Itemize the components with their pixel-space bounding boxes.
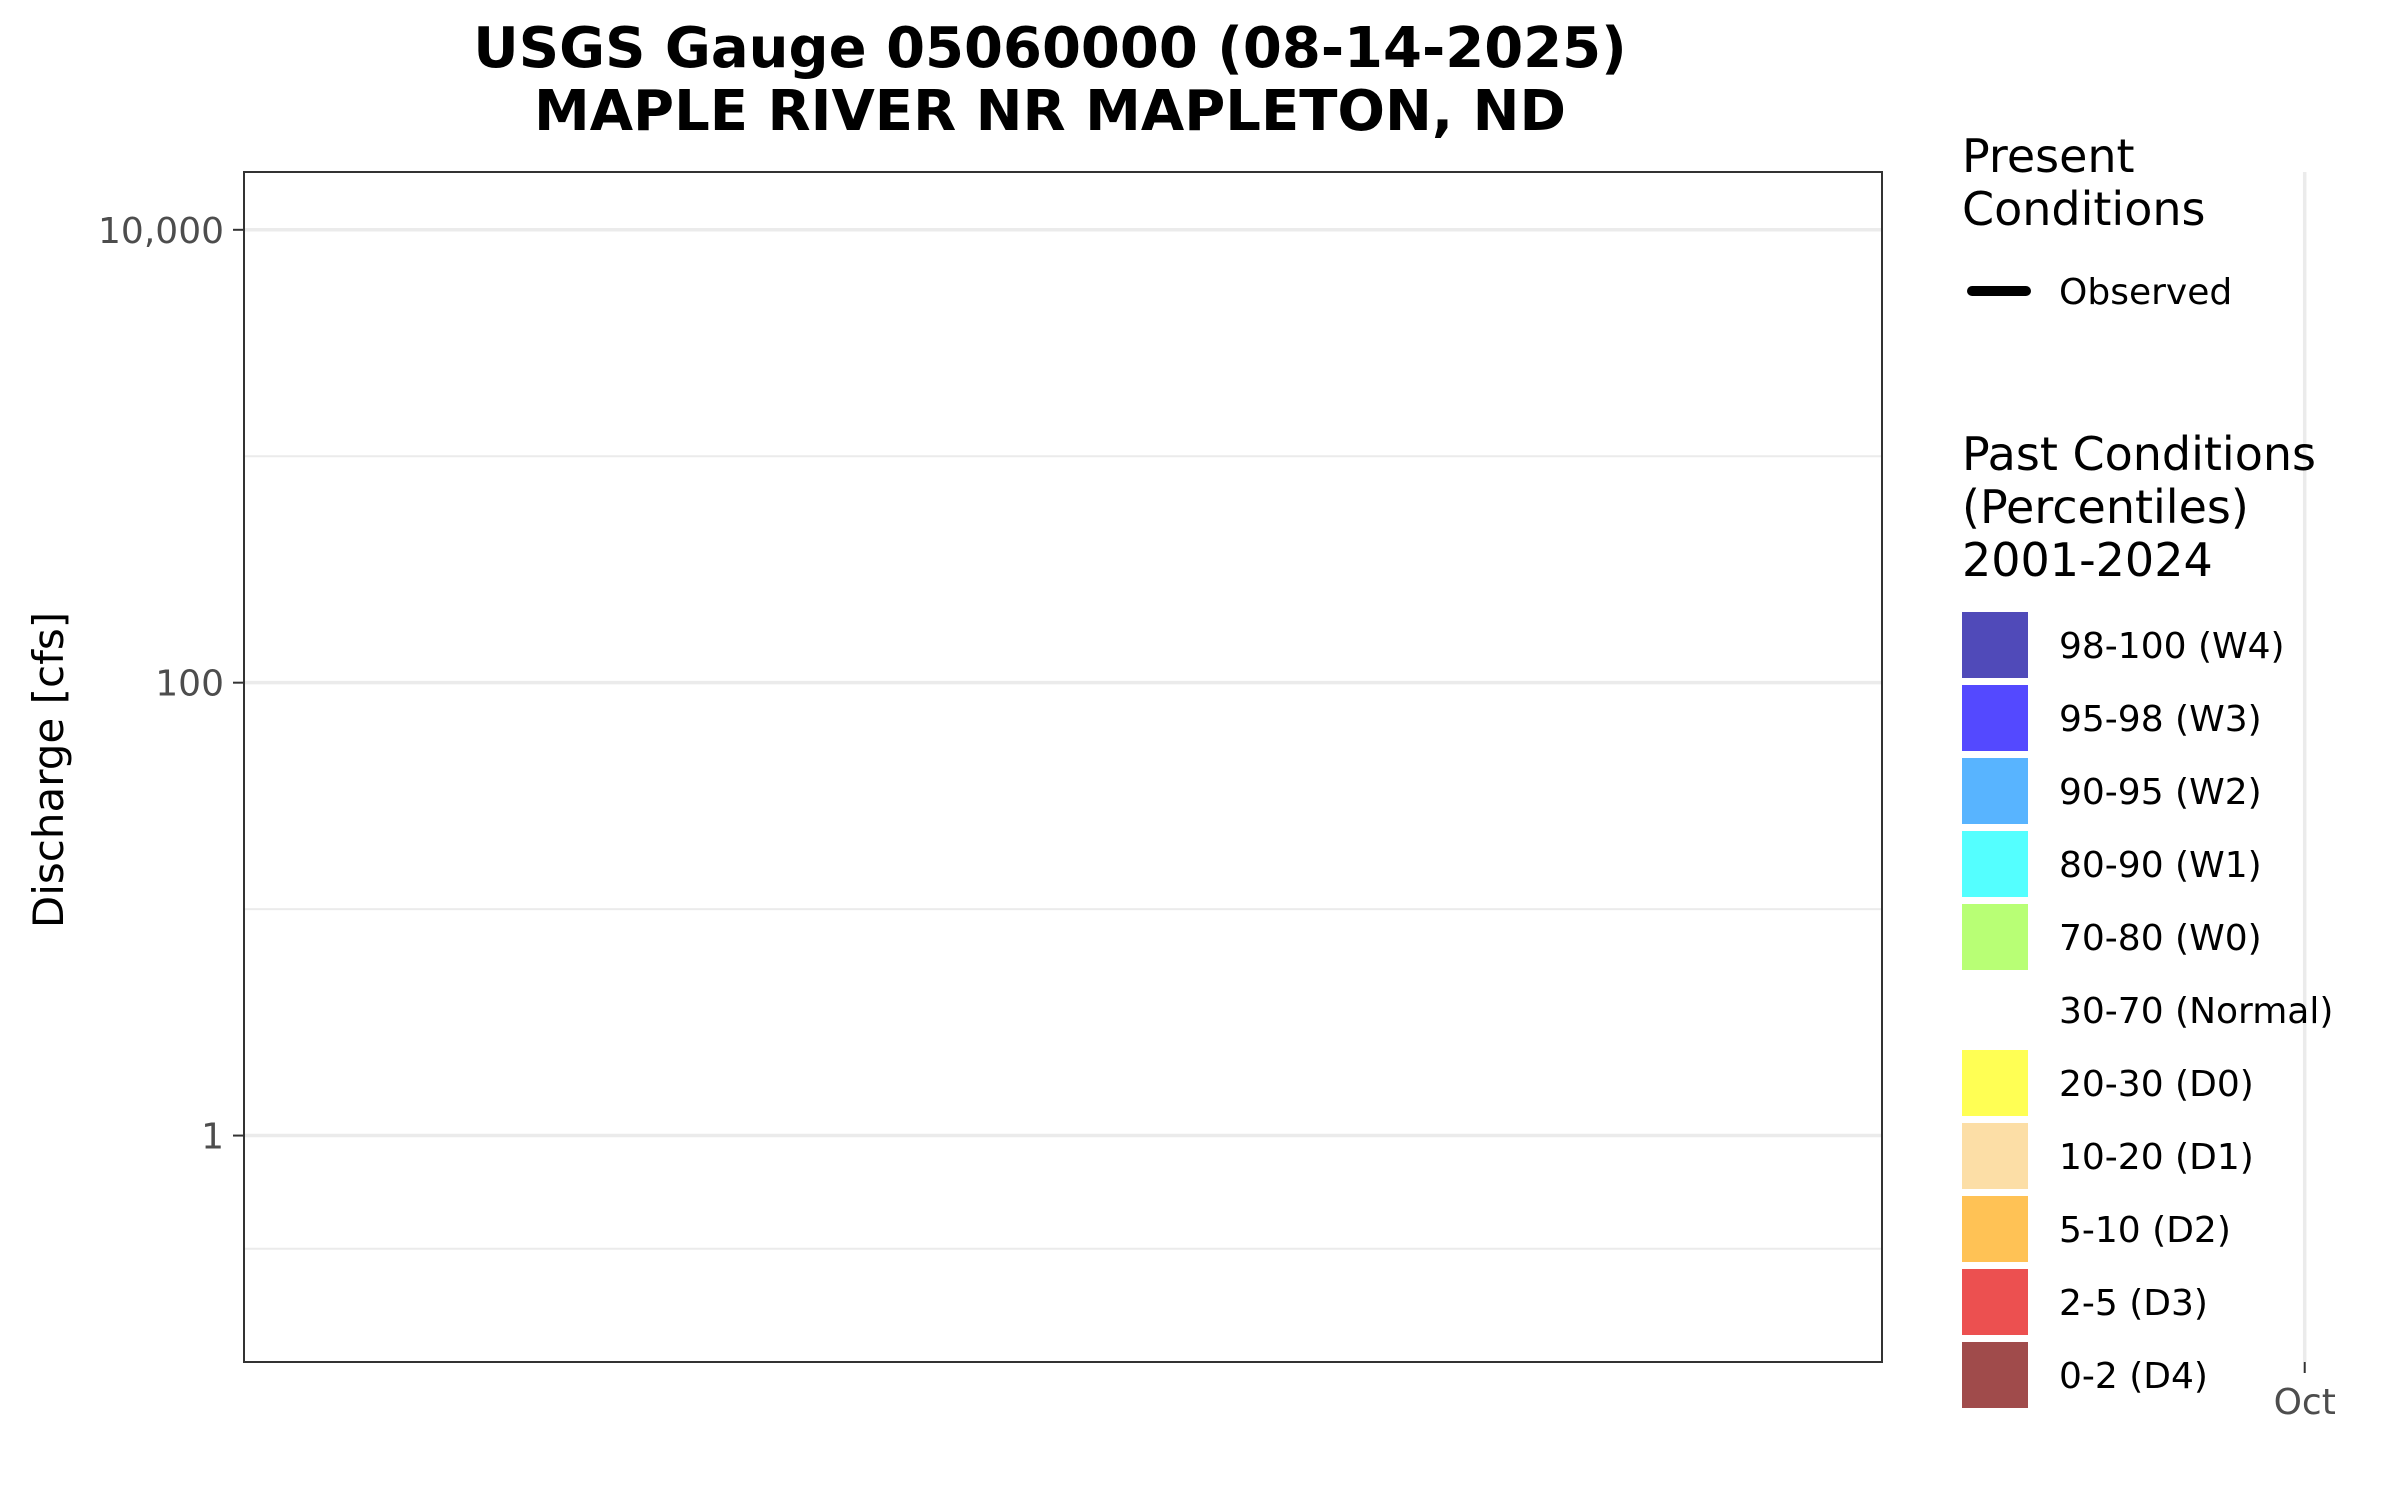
y-tick-label: 100 — [155, 664, 224, 705]
legend-item-label: 0-2 (D4) — [2059, 1356, 2208, 1397]
plot-panel — [244, 172, 1882, 1362]
legend-swatch — [1962, 904, 2028, 970]
legend-item-label: 2-5 (D3) — [2059, 1283, 2208, 1324]
legend-item-label: 70-80 (W0) — [2059, 918, 2262, 959]
legend-item-label: 95-98 (W3) — [2059, 699, 2262, 740]
legend-swatch — [1962, 685, 2028, 751]
legend: Present Conditions Observed Past Conditi… — [1962, 129, 2333, 1408]
y-axis-title: Discharge [cfs] — [24, 612, 73, 928]
legend-present-heading-1: Present — [1962, 129, 2135, 183]
legend-items: 98-100 (W4) 95-98 (W3) 90-95 (W2) 80-90 (W1… — [1962, 612, 2333, 1408]
legend-swatch — [1962, 977, 2028, 1043]
legend-past-heading-1: Past Conditions — [1962, 427, 2316, 481]
legend-item-label: 90-95 (W2) — [2059, 772, 2262, 813]
chart-title-line-1: USGS Gauge 05060000 (08-14-2025) — [473, 16, 1626, 81]
legend-swatch — [1962, 1050, 2028, 1116]
legend-swatch — [1962, 1342, 2028, 1408]
legend-item-label: 5-10 (D2) — [2059, 1210, 2231, 1251]
legend-swatch — [1962, 612, 2028, 678]
legend-past-heading-3: 2001-2024 — [1962, 533, 2213, 587]
grid-lines — [244, 172, 2307, 1362]
legend-item-label: 10-20 (D1) — [2059, 1137, 2254, 1178]
legend-present-heading-2: Conditions — [1962, 182, 2205, 236]
legend-observed-label: Observed — [2059, 272, 2232, 313]
legend-item-label: 20-30 (D0) — [2059, 1064, 2254, 1105]
plot-border — [243, 171, 1883, 1363]
legend-item-label: 98-100 (W4) — [2059, 626, 2285, 667]
legend-swatch — [1962, 1196, 2028, 1262]
legend-swatch — [1962, 1123, 2028, 1189]
chart-title-line-2: MAPLE RIVER NR MAPLETON, ND — [534, 79, 1566, 144]
legend-item-label: 30-70 (Normal) — [2059, 991, 2333, 1032]
legend-past-heading-2: (Percentiles) — [1962, 480, 2249, 534]
y-tick-label: 10,000 — [98, 211, 224, 252]
legend-item-label: 80-90 (W1) — [2059, 845, 2262, 886]
y-tick-label: 1 — [201, 1117, 224, 1158]
legend-swatch — [1962, 831, 2028, 897]
legend-swatch — [1962, 1269, 2028, 1335]
x-tick-label: Oct — [2274, 1382, 2336, 1423]
legend-swatch — [1962, 758, 2028, 824]
